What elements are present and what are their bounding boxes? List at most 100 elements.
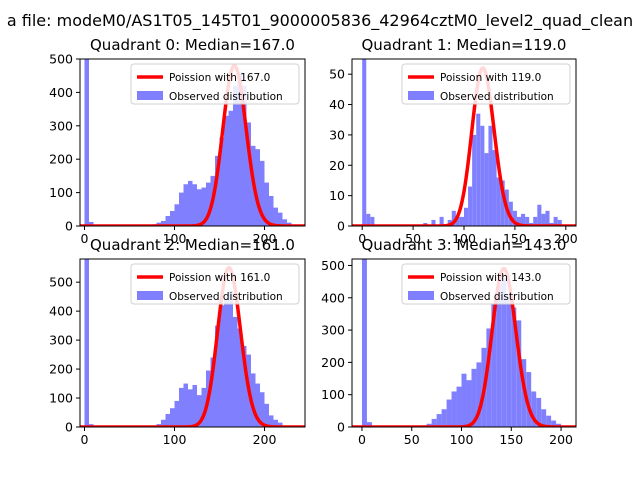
y-tick-label: 300 xyxy=(49,333,73,348)
histogram-bar xyxy=(500,180,505,226)
subplot-title: Quadrant 0: Median=167.0 xyxy=(90,36,295,54)
histogram-bar xyxy=(242,85,247,226)
histogram-bar xyxy=(362,59,367,226)
plot-area xyxy=(352,259,576,427)
legend-label-poisson: Poission with 143.0 xyxy=(440,272,541,284)
histogram-bar xyxy=(488,125,493,226)
subplot-title: Quadrant 3: Median=143.0 xyxy=(362,236,567,254)
plot-area xyxy=(80,259,305,427)
histogram-bar xyxy=(269,415,274,427)
subplot-title: Quadrant 1: Median=119.0 xyxy=(362,36,567,54)
histogram-bar xyxy=(219,137,224,226)
histogram-bar xyxy=(273,207,278,226)
histogram-bar xyxy=(541,213,546,226)
histogram-bar xyxy=(84,259,89,427)
legend-label-observed: Observed distribution xyxy=(169,291,283,303)
histogram-bar xyxy=(370,216,375,226)
histogram-bar xyxy=(278,212,283,226)
histogram-bar xyxy=(161,220,166,226)
x-tick-label: 100 xyxy=(163,231,187,246)
y-tick-label: 30 xyxy=(329,127,345,142)
y-tick-label: 40 xyxy=(329,97,345,112)
histogram-bar xyxy=(264,182,269,226)
poisson-line xyxy=(352,66,576,226)
histogram-bar xyxy=(170,210,175,226)
histogram-bar xyxy=(501,278,507,427)
y-tick-label: 500 xyxy=(49,52,73,67)
x-tick-label: 100 xyxy=(452,231,476,246)
legend-label-observed: Observed distribution xyxy=(440,91,554,103)
histogram-bar xyxy=(165,413,170,427)
histogram-bar xyxy=(508,201,513,226)
histogram-bar xyxy=(476,362,482,427)
histogram-bar xyxy=(269,195,274,226)
axes-frame xyxy=(79,258,306,428)
y-tick-label: 0 xyxy=(337,420,345,435)
histogram-bar xyxy=(446,399,452,427)
legend-bar-swatch xyxy=(408,91,434,100)
histogram-bar xyxy=(251,373,256,427)
histogram-bar xyxy=(366,422,372,427)
histogram-bar xyxy=(526,372,532,427)
x-tick-label: 50 xyxy=(405,231,421,246)
y-tick-label: 400 xyxy=(321,290,345,305)
legend-label-observed: Observed distribution xyxy=(169,91,283,103)
histogram-bar xyxy=(516,216,522,226)
y-tick-label: 0 xyxy=(65,420,73,435)
legend-label-poisson: Poission with 167.0 xyxy=(169,72,270,84)
histogram-bar xyxy=(237,328,242,427)
histogram-bar xyxy=(89,221,94,226)
histogram-bar xyxy=(366,213,371,226)
histogram-bar xyxy=(511,307,517,427)
legend-bar-swatch xyxy=(408,291,434,300)
histogram-bar xyxy=(537,204,542,226)
histogram-bar xyxy=(179,387,184,427)
histogram-bar xyxy=(466,380,472,427)
histogram-bar xyxy=(278,422,283,427)
histogram-bar xyxy=(431,418,437,427)
x-tick-label: 150 xyxy=(503,231,527,246)
histogram-bar xyxy=(192,184,197,226)
histogram-bar xyxy=(260,392,265,427)
histogram-bar xyxy=(431,219,436,226)
histogram-bar xyxy=(533,216,538,226)
histogram-bar xyxy=(255,383,260,427)
y-tick-label: 500 xyxy=(49,275,73,290)
histogram-bar xyxy=(521,213,526,226)
histogram-bar xyxy=(492,150,497,226)
legend-box xyxy=(401,263,571,305)
legend-box xyxy=(401,63,571,105)
x-tick-label: 200 xyxy=(554,231,578,246)
histogram-bar xyxy=(455,216,460,226)
histogram-bar xyxy=(233,316,238,427)
histogram-bar xyxy=(531,391,537,427)
histogram-bar xyxy=(557,219,562,226)
histogram-bar xyxy=(468,186,473,226)
histogram-bar xyxy=(170,408,175,427)
x-tick-label: 200 xyxy=(253,432,277,447)
histogram-bar xyxy=(491,304,497,427)
y-tick-label: 200 xyxy=(49,152,73,167)
subplot-title: Quadrant 2: Median=161.0 xyxy=(90,236,295,254)
y-tick-label: 100 xyxy=(49,185,73,200)
x-tick-label: 150 xyxy=(499,432,523,447)
x-tick-label: 0 xyxy=(81,432,89,447)
histogram-bar xyxy=(471,368,477,427)
axes-frame xyxy=(351,258,577,428)
legend-bar-swatch xyxy=(137,91,163,100)
poisson-line xyxy=(80,265,305,427)
x-tick-label: 100 xyxy=(450,432,474,447)
histogram-bar xyxy=(215,325,220,427)
y-tick-label: 50 xyxy=(329,67,345,82)
histogram-bar xyxy=(183,383,188,427)
histogram-bar xyxy=(197,395,202,427)
histogram-bar xyxy=(161,419,166,427)
histogram-bar xyxy=(480,125,485,226)
y-tick-label: 400 xyxy=(49,85,73,100)
histogram-bar xyxy=(179,192,184,226)
legend-box xyxy=(130,263,300,305)
x-tick-label: 200 xyxy=(549,432,573,447)
y-tick-label: 200 xyxy=(321,355,345,370)
histogram-bar xyxy=(260,160,265,226)
